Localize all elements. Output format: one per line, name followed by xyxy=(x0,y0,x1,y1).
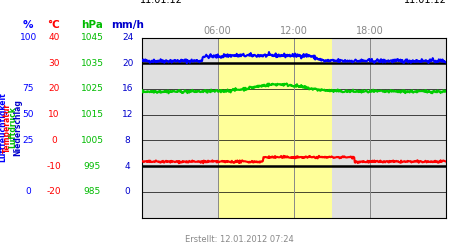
Text: 0: 0 xyxy=(26,187,31,196)
Text: Erstellt: 12.01.2012 07:24: Erstellt: 12.01.2012 07:24 xyxy=(184,236,293,244)
Text: °C: °C xyxy=(48,20,60,30)
Text: 12: 12 xyxy=(122,110,133,119)
Text: 4: 4 xyxy=(125,162,130,170)
Text: 0: 0 xyxy=(51,136,57,145)
Text: 30: 30 xyxy=(48,59,59,68)
Text: 20: 20 xyxy=(48,84,59,94)
Text: mm/h: mm/h xyxy=(111,20,144,30)
Text: -20: -20 xyxy=(46,187,61,196)
Text: Niederschlag: Niederschlag xyxy=(13,99,22,156)
Text: 1015: 1015 xyxy=(81,110,104,119)
Text: 75: 75 xyxy=(22,84,34,94)
Text: 16: 16 xyxy=(122,84,133,94)
Text: 24: 24 xyxy=(122,33,133,42)
Text: Temperatur: Temperatur xyxy=(3,102,12,152)
Text: Luftdruck: Luftdruck xyxy=(8,106,17,148)
Text: hPa: hPa xyxy=(81,20,103,30)
Text: 40: 40 xyxy=(48,33,59,42)
Text: 1025: 1025 xyxy=(81,84,104,94)
Text: Luftfeuchtigkeit: Luftfeuchtigkeit xyxy=(0,92,7,162)
Text: 11.01.12: 11.01.12 xyxy=(140,0,183,5)
Text: %: % xyxy=(23,20,34,30)
Text: 10: 10 xyxy=(48,110,59,119)
Text: 8: 8 xyxy=(125,136,130,145)
Text: 100: 100 xyxy=(20,33,37,42)
Text: 50: 50 xyxy=(22,110,34,119)
Text: 11.01.12: 11.01.12 xyxy=(404,0,447,5)
Text: -10: -10 xyxy=(46,162,61,170)
Text: 985: 985 xyxy=(84,187,101,196)
Text: 1005: 1005 xyxy=(81,136,104,145)
Text: 20: 20 xyxy=(122,59,133,68)
Text: 1035: 1035 xyxy=(81,59,104,68)
Bar xyxy=(218,38,332,218)
Text: 25: 25 xyxy=(22,136,34,145)
Text: 0: 0 xyxy=(125,187,130,196)
Text: 995: 995 xyxy=(84,162,101,170)
Text: 1045: 1045 xyxy=(81,33,104,42)
